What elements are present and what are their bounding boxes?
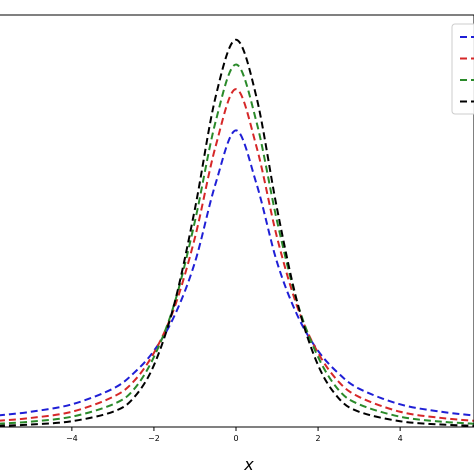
series-line-3 <box>0 63 474 425</box>
x-tick-label: −2 <box>148 434 160 443</box>
legend-box <box>451 23 474 115</box>
x-axis-ticks: −4 −2 0 2 4 <box>66 427 403 443</box>
series-layer <box>0 38 474 427</box>
x-tick-label: 4 <box>398 434 403 443</box>
series-line-2 <box>0 88 474 422</box>
x-tick-label: 0 <box>233 434 238 443</box>
plot-frame <box>0 14 474 428</box>
legend <box>451 23 474 115</box>
x-axis-label: x <box>243 455 254 474</box>
x-tick-label: 2 <box>316 434 321 443</box>
x-tick-label: −4 <box>66 434 78 443</box>
series-line-4 <box>0 38 474 427</box>
series-line-1 <box>0 129 474 417</box>
